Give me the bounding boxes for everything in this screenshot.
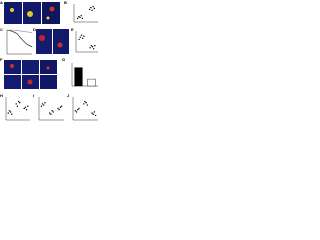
data-point bbox=[80, 15, 82, 17]
data-point bbox=[90, 45, 93, 47]
data-point bbox=[43, 104, 45, 106]
data-point bbox=[93, 7, 96, 10]
data-point bbox=[15, 103, 17, 105]
data-point bbox=[75, 111, 78, 113]
data-point bbox=[92, 6, 94, 8]
data-point bbox=[88, 8, 91, 11]
data-point bbox=[23, 107, 25, 110]
data-point bbox=[91, 112, 93, 114]
bar bbox=[87, 78, 96, 87]
panel-label: J bbox=[67, 93, 69, 98]
data-point bbox=[50, 113, 52, 115]
data-point bbox=[86, 104, 89, 106]
micrograph-f bbox=[4, 60, 57, 89]
data-point bbox=[59, 106, 62, 109]
data-point bbox=[17, 100, 20, 103]
panel-label: B bbox=[64, 0, 67, 5]
panel-label: C bbox=[0, 27, 3, 32]
data-point bbox=[52, 111, 54, 113]
data-point bbox=[74, 110, 77, 112]
data-point bbox=[94, 45, 96, 47]
data-point bbox=[60, 105, 63, 107]
data-point bbox=[19, 102, 21, 104]
data-point bbox=[16, 105, 19, 107]
data-point bbox=[79, 16, 81, 19]
axis bbox=[38, 97, 64, 121]
data-point bbox=[77, 108, 79, 111]
panel-label: F bbox=[0, 57, 3, 62]
panel-label: G bbox=[62, 57, 65, 62]
data-point bbox=[58, 108, 60, 111]
data-point bbox=[85, 102, 87, 104]
data-point bbox=[27, 105, 29, 107]
data-point bbox=[7, 112, 9, 114]
bar bbox=[74, 67, 83, 87]
data-point bbox=[44, 102, 46, 104]
data-point bbox=[80, 34, 83, 36]
panel-label: D bbox=[33, 27, 36, 32]
data-point bbox=[49, 112, 51, 114]
micrograph-a bbox=[4, 2, 60, 24]
data-point bbox=[93, 48, 95, 50]
data-point bbox=[90, 6, 92, 9]
line bbox=[7, 29, 33, 33]
axis bbox=[73, 4, 98, 23]
data-point bbox=[84, 100, 86, 103]
data-point bbox=[76, 17, 79, 20]
data-point bbox=[82, 37, 84, 40]
data-point bbox=[51, 110, 53, 112]
line bbox=[6, 29, 33, 48]
micrograph-d bbox=[36, 29, 69, 54]
data-point bbox=[78, 15, 80, 18]
data-point bbox=[9, 111, 12, 113]
data-point bbox=[92, 113, 94, 115]
data-point bbox=[41, 103, 44, 105]
data-point bbox=[24, 106, 27, 109]
data-point bbox=[91, 9, 93, 11]
axis bbox=[72, 97, 98, 121]
data-point bbox=[93, 111, 96, 113]
data-point bbox=[78, 38, 80, 41]
data-point bbox=[83, 35, 85, 37]
data-point bbox=[83, 103, 85, 105]
data-point bbox=[40, 105, 43, 107]
axis bbox=[6, 30, 32, 55]
data-point bbox=[8, 110, 11, 112]
figure: A B C D E F G H I J bbox=[0, 0, 98, 121]
data-point bbox=[81, 17, 84, 20]
panel-label: I bbox=[33, 93, 34, 98]
data-point bbox=[78, 107, 80, 110]
data-point bbox=[89, 47, 91, 49]
axis bbox=[75, 31, 98, 53]
panel-label: E bbox=[71, 27, 74, 32]
data-point bbox=[79, 36, 82, 38]
data-point bbox=[91, 46, 94, 48]
data-point bbox=[11, 113, 13, 115]
panel-label: H bbox=[0, 93, 3, 98]
panel-label: A bbox=[0, 0, 3, 5]
data-point bbox=[94, 114, 97, 117]
data-point bbox=[57, 107, 59, 110]
axis bbox=[5, 97, 30, 121]
data-point bbox=[25, 108, 28, 111]
